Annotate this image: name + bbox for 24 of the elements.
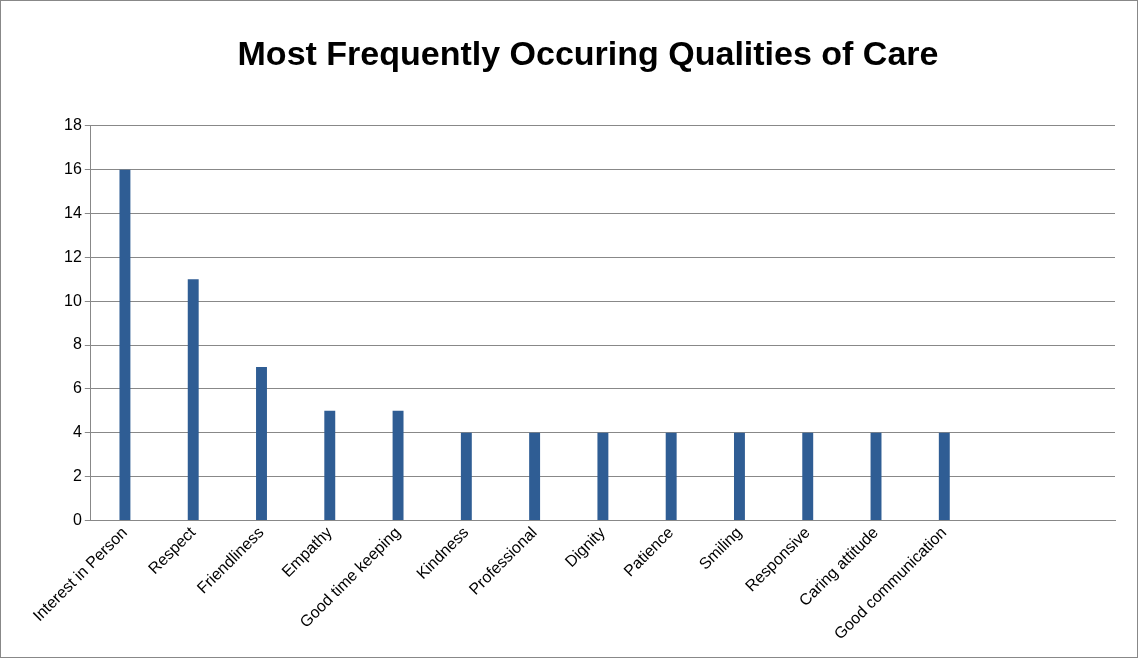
y-tick-label: 8 bbox=[72, 335, 82, 353]
y-tick-label: 16 bbox=[64, 160, 82, 178]
bar bbox=[392, 410, 404, 521]
y-tick-label: 6 bbox=[72, 379, 82, 397]
y-tick-label: 10 bbox=[64, 291, 82, 309]
y-tick-label: 18 bbox=[64, 116, 82, 134]
bar bbox=[324, 410, 336, 521]
chart-title: Most Frequently Occuring Qualities of Care bbox=[237, 33, 939, 72]
bar bbox=[256, 367, 267, 521]
bar bbox=[734, 432, 745, 521]
bar bbox=[597, 432, 609, 521]
bar bbox=[187, 279, 199, 521]
bar bbox=[665, 432, 677, 521]
bar bbox=[460, 432, 472, 521]
y-tick-label: 0 bbox=[72, 510, 82, 528]
bar bbox=[870, 432, 882, 521]
bar bbox=[119, 169, 131, 521]
bar bbox=[802, 432, 814, 521]
y-tick-label: 2 bbox=[72, 467, 82, 485]
bar bbox=[938, 432, 950, 521]
y-tick-label: 4 bbox=[72, 423, 82, 441]
y-tick-label: 12 bbox=[64, 247, 82, 265]
y-tick-label: 14 bbox=[64, 203, 82, 221]
bar bbox=[529, 432, 541, 521]
